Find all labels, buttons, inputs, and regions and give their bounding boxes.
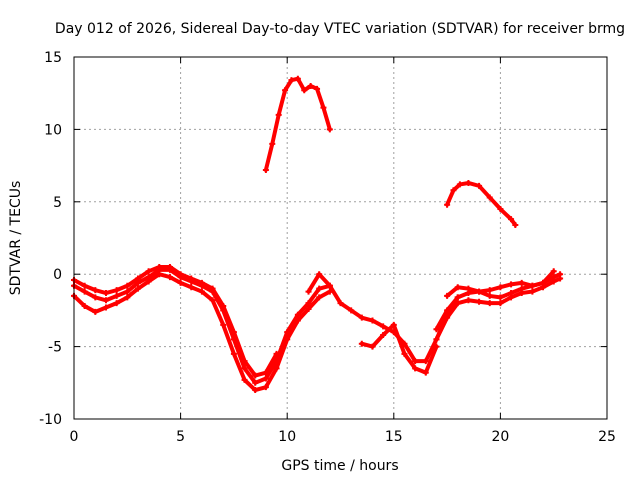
series-segment xyxy=(498,207,514,222)
series-segment xyxy=(477,183,492,200)
series-track-c xyxy=(71,263,280,379)
series-segment xyxy=(146,267,162,280)
series-segment xyxy=(349,308,364,320)
y-tick-label: 15 xyxy=(44,50,62,66)
series-segment xyxy=(263,141,275,172)
series-segment xyxy=(167,264,183,277)
series-segment xyxy=(263,366,279,390)
series-segment xyxy=(167,267,183,280)
series-segment xyxy=(263,359,279,381)
series-segment xyxy=(541,269,556,285)
series-segment xyxy=(135,269,151,281)
series-segment xyxy=(306,286,322,306)
series-segment xyxy=(327,283,343,306)
x-tick-label: 15 xyxy=(385,429,403,445)
series-track-g xyxy=(358,321,440,376)
series-segment xyxy=(274,337,290,371)
series-segment xyxy=(210,298,226,327)
series-segment xyxy=(242,377,258,393)
series-segment xyxy=(221,304,236,335)
series-segment xyxy=(221,322,236,356)
series-segment xyxy=(317,272,332,288)
series-segment xyxy=(135,279,151,291)
series-segment xyxy=(402,351,418,371)
series-segment xyxy=(295,301,311,317)
data-point xyxy=(512,221,519,228)
data-point xyxy=(557,275,564,282)
series-segment xyxy=(270,112,281,146)
series-segment xyxy=(315,86,326,110)
data-point xyxy=(433,343,440,350)
series-segment xyxy=(274,330,290,364)
series-segment xyxy=(487,195,503,212)
series-segment xyxy=(321,105,332,132)
series-segment xyxy=(445,188,456,207)
x-tick-label: 20 xyxy=(491,429,509,445)
series-segment xyxy=(434,308,450,332)
series-track-b xyxy=(71,271,333,394)
axis-ticks: 0 5 10 15 20 25 -10 -5 0 5 10 15 xyxy=(39,50,616,445)
series-segment xyxy=(146,272,162,284)
x-tick-label: 25 xyxy=(598,429,616,445)
y-tick-label: 0 xyxy=(53,267,62,283)
series-segment xyxy=(391,322,407,356)
x-tick-label: 5 xyxy=(176,429,185,445)
series-segment xyxy=(402,341,418,364)
x-tick-label: 10 xyxy=(278,429,296,445)
series-segment xyxy=(72,293,87,309)
series-segment xyxy=(276,88,288,117)
series-segment xyxy=(445,295,460,313)
series-segment xyxy=(125,276,140,288)
data-points xyxy=(71,75,564,394)
series-track-j xyxy=(444,268,557,299)
series-segment xyxy=(295,306,311,323)
y-tick-label: 10 xyxy=(44,122,62,138)
grid-lines xyxy=(74,57,607,419)
plot-frame xyxy=(73,56,608,420)
series-segment xyxy=(199,289,215,303)
series-track-i xyxy=(433,275,564,343)
data-point xyxy=(550,268,557,275)
series-segment xyxy=(338,301,354,313)
series-segment xyxy=(295,76,307,93)
series-segment xyxy=(125,286,140,300)
series-track-e xyxy=(444,179,519,228)
series-segment xyxy=(242,359,258,378)
series-segment xyxy=(231,351,247,382)
y-axis-label: SDTVAR / TECUs xyxy=(8,181,24,296)
series-segment xyxy=(445,285,460,298)
y-tick-label: -5 xyxy=(48,340,62,356)
series-segment xyxy=(445,301,460,320)
x-tick-label: 0 xyxy=(70,429,79,445)
series-segment xyxy=(285,318,300,342)
series-segment xyxy=(423,344,439,375)
series-segment xyxy=(285,312,300,335)
data-point xyxy=(326,126,333,133)
series-segment xyxy=(306,272,322,294)
series-segment xyxy=(231,330,247,364)
series-segment xyxy=(370,333,386,349)
series-segment xyxy=(125,280,140,294)
x-axis-label: GPS time / hours xyxy=(281,458,398,474)
series-segment xyxy=(231,337,247,371)
series-segment xyxy=(263,351,279,375)
series-segment xyxy=(423,337,439,364)
chart-title: Day 012 of 2026, Sidereal Day-to-day VTE… xyxy=(55,21,625,37)
y-tick-label: 5 xyxy=(53,195,62,211)
series-segment xyxy=(306,295,322,311)
series-segment xyxy=(210,286,226,309)
series-track-d xyxy=(262,75,333,173)
y-tick-label: -10 xyxy=(39,412,62,428)
series-segment xyxy=(434,315,450,342)
data-point xyxy=(273,350,280,357)
series-segment xyxy=(381,322,396,338)
series-segment xyxy=(242,366,258,385)
